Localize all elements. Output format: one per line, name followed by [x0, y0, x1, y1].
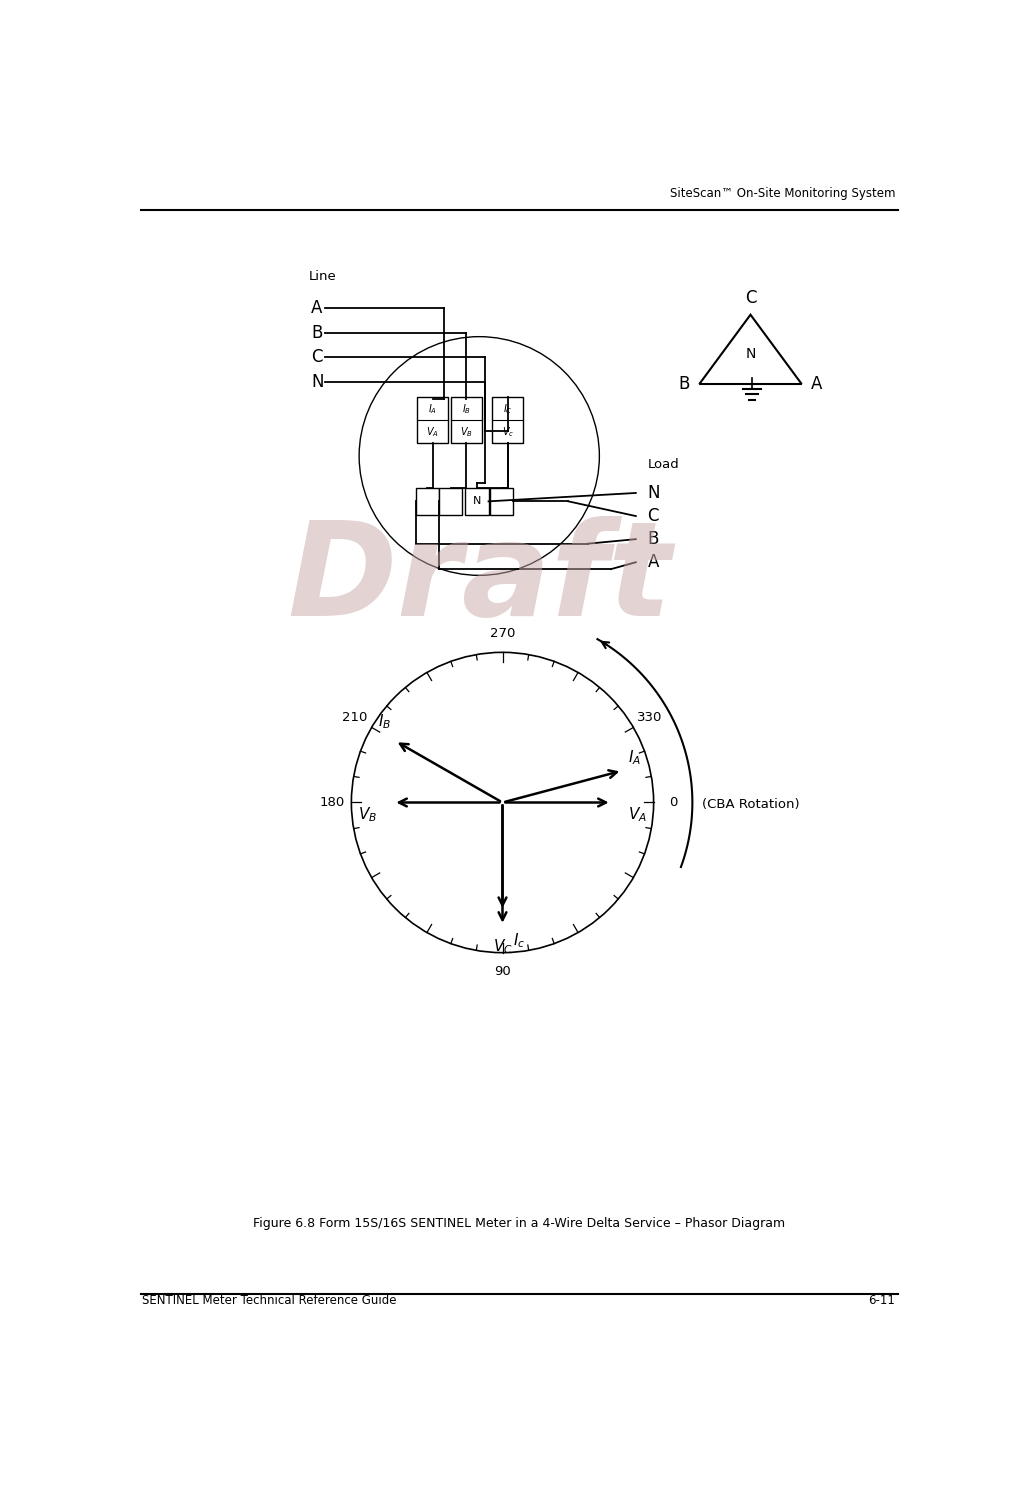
Text: N: N: [311, 372, 323, 390]
Text: B: B: [679, 375, 690, 393]
FancyBboxPatch shape: [439, 487, 462, 516]
Text: $V_C$: $V_C$: [492, 937, 513, 957]
Text: C: C: [745, 289, 757, 307]
Text: 210: 210: [342, 711, 368, 724]
FancyBboxPatch shape: [465, 487, 488, 516]
Text: $V_B$: $V_B$: [359, 806, 378, 824]
Text: A: A: [647, 553, 658, 571]
Text: 180: 180: [319, 796, 344, 809]
Text: $V_A$: $V_A$: [426, 425, 440, 438]
Text: $I_c$: $I_c$: [514, 931, 526, 951]
Text: $V_B$: $V_B$: [460, 425, 472, 438]
Text: Load: Load: [647, 459, 679, 471]
Text: (CBA Rotation): (CBA Rotation): [702, 797, 799, 811]
FancyBboxPatch shape: [417, 398, 448, 444]
Text: A: A: [811, 375, 823, 393]
Text: N: N: [746, 347, 756, 361]
Text: $I_A$: $I_A$: [428, 402, 438, 416]
Text: $I_B$: $I_B$: [378, 712, 391, 732]
Text: $I_B$: $I_B$: [462, 402, 471, 416]
Text: 270: 270: [490, 627, 516, 639]
Text: Line: Line: [309, 270, 336, 283]
Text: $I_A$: $I_A$: [628, 748, 641, 767]
FancyBboxPatch shape: [415, 487, 439, 516]
FancyBboxPatch shape: [451, 398, 481, 444]
Text: C: C: [311, 349, 322, 367]
Text: N: N: [647, 484, 659, 502]
Text: $V_c$: $V_c$: [501, 425, 514, 438]
Text: A: A: [311, 299, 322, 317]
Text: $V_A$: $V_A$: [628, 806, 646, 824]
Text: Draft: Draft: [287, 516, 672, 642]
Text: $I_C$: $I_C$: [503, 402, 513, 416]
Text: 90: 90: [494, 966, 511, 979]
Text: N: N: [473, 496, 481, 507]
Text: 330: 330: [637, 711, 663, 724]
Text: SENTINEL Meter Technical Reference Guide: SENTINEL Meter Technical Reference Guide: [142, 1293, 397, 1307]
Text: C: C: [647, 507, 658, 524]
Text: B: B: [311, 323, 322, 341]
Text: 6-11: 6-11: [868, 1293, 895, 1307]
FancyBboxPatch shape: [490, 487, 514, 516]
Text: SiteScan™ On-Site Monitoring System: SiteScan™ On-Site Monitoring System: [670, 186, 895, 200]
Text: Figure 6.8 Form 15S/16S SENTINEL Meter in a 4-Wire Delta Service – Phasor Diagra: Figure 6.8 Form 15S/16S SENTINEL Meter i…: [252, 1217, 785, 1229]
Text: 0: 0: [669, 796, 677, 809]
FancyBboxPatch shape: [492, 398, 524, 444]
Text: B: B: [647, 530, 658, 548]
